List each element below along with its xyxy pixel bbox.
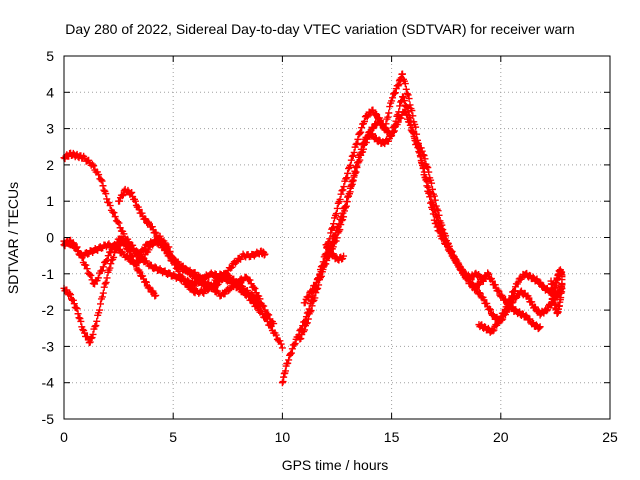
y-tick-label: -2 <box>42 302 55 318</box>
x-axis-label: GPS time / hours <box>282 457 389 473</box>
x-tick-label: 5 <box>169 429 177 445</box>
series-track-k <box>547 266 566 317</box>
y-tick-label: -1 <box>42 266 55 282</box>
series-markers <box>115 185 278 328</box>
x-tick-label: 25 <box>602 429 618 445</box>
y-tick-label: -4 <box>42 375 55 391</box>
series-track-i <box>322 241 348 264</box>
y-tick-label: 0 <box>46 230 54 246</box>
x-tick-label: 10 <box>275 429 291 445</box>
x-tick-label: 0 <box>60 429 68 445</box>
y-tick-label: 1 <box>46 193 54 209</box>
y-tick-label: -5 <box>42 411 55 427</box>
y-axis-label: SDTVAR / TECUs <box>5 182 21 294</box>
y-tick-label: 3 <box>46 121 54 137</box>
series-track-e <box>115 185 278 328</box>
y-tick-label: 4 <box>46 84 54 100</box>
series-markers <box>296 108 487 343</box>
y-tick-label: 2 <box>46 157 54 173</box>
x-tick-label: 15 <box>384 429 400 445</box>
series-markers <box>547 266 566 317</box>
data-points <box>60 70 566 387</box>
y-tick-label: 5 <box>46 48 54 64</box>
series-track-g <box>296 108 487 343</box>
y-tick-label: -3 <box>42 338 55 354</box>
chart-title: Day 280 of 2022, Sidereal Day-to-day VTE… <box>65 21 574 37</box>
x-tick-label: 20 <box>493 429 509 445</box>
series-markers <box>322 241 348 264</box>
